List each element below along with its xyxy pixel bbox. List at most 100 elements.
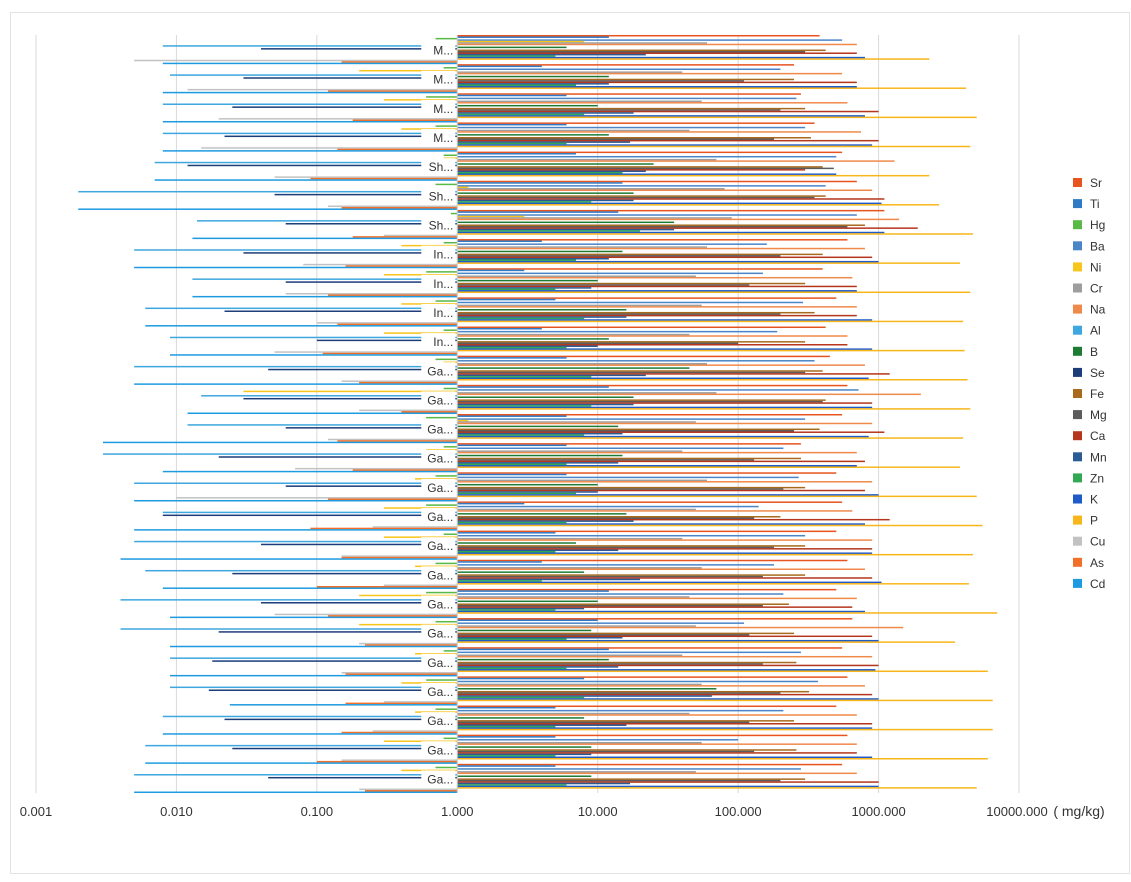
bar bbox=[457, 158, 717, 161]
bar bbox=[457, 552, 873, 554]
bar bbox=[457, 314, 857, 317]
bar bbox=[457, 160, 895, 162]
bar bbox=[316, 585, 458, 588]
bar bbox=[457, 313, 781, 315]
bar bbox=[457, 750, 755, 753]
category-labels: M... M... M... M... Sh... Sh... Sh... In... In..… bbox=[421, 41, 456, 786]
legend-label: Sr bbox=[1090, 176, 1102, 190]
bar bbox=[457, 182, 623, 184]
bar bbox=[457, 610, 865, 613]
bar bbox=[337, 148, 458, 151]
bar bbox=[457, 100, 702, 103]
bar bbox=[443, 737, 458, 740]
bar bbox=[457, 71, 683, 73]
bar bbox=[457, 259, 576, 261]
chart-frame bbox=[10, 12, 1130, 874]
bar bbox=[457, 84, 576, 87]
bar bbox=[274, 176, 458, 178]
bar bbox=[457, 201, 592, 203]
bar bbox=[145, 744, 458, 747]
bar bbox=[457, 113, 585, 116]
bar bbox=[457, 110, 879, 113]
x-tick-label: 0.100 bbox=[301, 804, 334, 819]
bar bbox=[457, 97, 797, 100]
bar bbox=[120, 558, 458, 560]
bar bbox=[457, 255, 781, 257]
bar bbox=[457, 320, 964, 323]
bar bbox=[457, 457, 801, 460]
bar bbox=[364, 644, 458, 646]
bar bbox=[457, 781, 879, 783]
bar bbox=[457, 297, 837, 299]
bar bbox=[457, 787, 977, 789]
bar bbox=[103, 453, 458, 455]
bar bbox=[457, 384, 848, 387]
bar bbox=[457, 466, 960, 468]
bar bbox=[457, 230, 640, 232]
category-label-bg bbox=[421, 537, 456, 553]
bar bbox=[457, 346, 567, 349]
bar bbox=[457, 104, 598, 107]
bar bbox=[401, 244, 458, 247]
bar bbox=[145, 762, 458, 764]
bar bbox=[457, 443, 801, 445]
legend-swatch bbox=[1073, 557, 1082, 567]
legend-label: As bbox=[1090, 556, 1104, 570]
bar bbox=[457, 581, 882, 584]
bar bbox=[457, 447, 784, 450]
bar bbox=[457, 389, 859, 391]
bar bbox=[457, 269, 525, 272]
bar bbox=[187, 164, 458, 167]
bar bbox=[359, 642, 458, 645]
bar bbox=[327, 615, 458, 617]
bar bbox=[457, 728, 993, 731]
bar bbox=[457, 93, 801, 95]
category-label: Ga... bbox=[427, 656, 453, 670]
bar bbox=[457, 670, 988, 673]
bar bbox=[187, 412, 458, 415]
bar bbox=[457, 430, 795, 432]
bar bbox=[457, 422, 873, 425]
bar bbox=[134, 365, 458, 368]
bar bbox=[170, 645, 458, 648]
bar bbox=[457, 279, 598, 282]
bar bbox=[401, 303, 458, 305]
bar bbox=[383, 507, 458, 509]
category-label-bg bbox=[421, 682, 456, 698]
bar bbox=[170, 74, 458, 76]
bar bbox=[457, 607, 585, 610]
bar bbox=[457, 666, 619, 668]
bar bbox=[457, 537, 683, 540]
x-tick-label: 1000.000 bbox=[851, 804, 905, 819]
bar bbox=[457, 418, 806, 420]
bar bbox=[170, 354, 458, 356]
bar bbox=[457, 534, 806, 537]
bar bbox=[145, 307, 458, 310]
bar bbox=[218, 118, 458, 120]
bar bbox=[457, 755, 556, 757]
bar bbox=[457, 202, 882, 205]
bar bbox=[457, 102, 848, 104]
bar bbox=[457, 699, 993, 702]
bar bbox=[383, 740, 458, 743]
bar bbox=[457, 779, 781, 782]
bar bbox=[457, 505, 759, 508]
bar bbox=[457, 736, 556, 738]
bar bbox=[457, 306, 857, 308]
category-label: Sh... bbox=[429, 219, 454, 233]
bar bbox=[435, 125, 458, 127]
bar bbox=[457, 373, 890, 375]
bar bbox=[457, 714, 857, 716]
bar bbox=[243, 390, 458, 393]
bar bbox=[443, 329, 458, 331]
bar bbox=[457, 360, 815, 362]
bar bbox=[327, 498, 458, 501]
bar bbox=[457, 169, 806, 171]
bar bbox=[457, 196, 815, 199]
bar bbox=[192, 295, 458, 298]
bar bbox=[457, 221, 675, 224]
bar bbox=[443, 446, 458, 448]
bar bbox=[212, 660, 458, 662]
bar bbox=[341, 759, 458, 761]
bar bbox=[457, 629, 592, 632]
